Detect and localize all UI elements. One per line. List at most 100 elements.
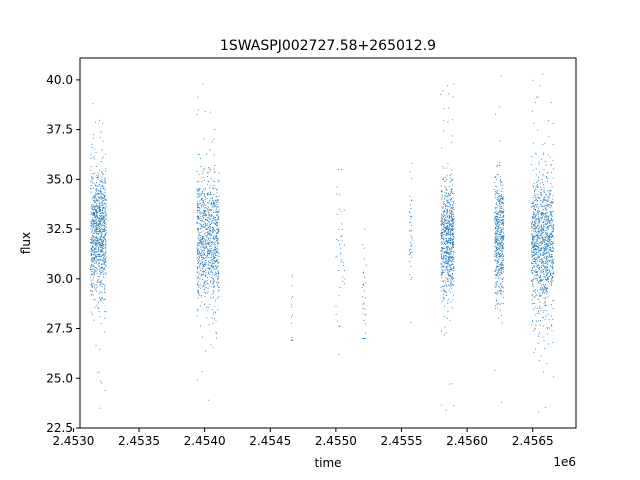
data-point xyxy=(99,273,101,275)
data-point xyxy=(546,172,548,174)
data-point xyxy=(205,235,207,237)
data-point xyxy=(101,218,103,220)
data-point xyxy=(204,233,206,235)
data-point xyxy=(547,266,548,268)
data-point xyxy=(411,177,413,179)
data-point xyxy=(441,191,443,193)
data-point xyxy=(103,218,105,220)
data-point xyxy=(92,213,94,215)
data-point xyxy=(98,210,100,211)
data-point xyxy=(544,318,546,320)
data-point xyxy=(213,138,215,140)
data-point xyxy=(450,223,452,225)
data-point xyxy=(199,325,201,327)
data-point xyxy=(448,263,450,265)
data-point xyxy=(291,336,293,338)
data-point xyxy=(451,225,453,227)
data-point xyxy=(545,291,547,293)
data-point xyxy=(538,249,539,251)
data-point xyxy=(451,218,453,220)
data-point xyxy=(543,241,545,243)
data-point xyxy=(441,242,443,244)
data-point xyxy=(497,270,499,271)
data-point xyxy=(541,212,543,214)
data-point xyxy=(364,323,366,325)
data-point xyxy=(532,235,534,236)
data-point xyxy=(535,214,537,216)
data-point xyxy=(444,305,445,307)
data-point xyxy=(498,197,499,199)
data-point xyxy=(206,292,208,294)
data-point xyxy=(495,274,497,275)
data-point xyxy=(453,222,455,223)
data-point xyxy=(199,259,201,261)
data-point xyxy=(546,204,548,206)
data-point xyxy=(547,272,549,274)
data-point xyxy=(542,212,544,213)
data-point xyxy=(496,224,498,226)
data-point xyxy=(206,243,208,245)
data-point xyxy=(451,229,453,231)
data-point xyxy=(537,252,539,253)
data-point xyxy=(542,293,544,294)
data-point xyxy=(215,249,217,250)
data-point xyxy=(98,205,100,207)
data-point xyxy=(496,307,498,309)
data-point xyxy=(536,182,538,184)
data-point xyxy=(207,238,209,240)
data-point xyxy=(551,233,553,234)
data-point xyxy=(97,279,99,281)
data-point xyxy=(212,232,214,234)
data-point xyxy=(410,242,411,243)
data-point xyxy=(498,193,500,195)
data-point xyxy=(104,254,106,256)
data-point xyxy=(540,289,542,291)
data-point xyxy=(495,236,497,237)
data-point xyxy=(105,208,107,210)
data-point xyxy=(442,255,444,257)
data-point xyxy=(544,305,546,307)
data-point xyxy=(440,94,442,96)
data-point xyxy=(200,231,202,233)
data-point xyxy=(93,200,95,202)
data-point xyxy=(203,138,205,140)
data-point xyxy=(447,300,449,302)
data-point xyxy=(201,279,203,280)
data-point xyxy=(212,347,214,349)
data-point xyxy=(216,240,217,242)
data-point xyxy=(548,252,550,254)
data-point xyxy=(95,227,97,229)
data-point xyxy=(216,225,218,227)
data-point xyxy=(443,239,445,241)
data-point xyxy=(496,185,498,187)
data-point xyxy=(206,255,208,257)
data-point xyxy=(441,258,443,260)
data-point xyxy=(443,269,445,271)
data-point xyxy=(445,332,447,334)
data-point xyxy=(91,284,93,286)
data-point xyxy=(105,214,107,216)
data-point xyxy=(217,242,219,244)
data-point xyxy=(503,267,504,268)
data-point xyxy=(541,243,543,245)
data-point xyxy=(91,287,93,289)
data-point xyxy=(99,192,101,194)
data-point xyxy=(531,239,533,241)
data-point xyxy=(539,218,540,220)
data-point xyxy=(201,266,203,268)
data-point xyxy=(544,285,546,287)
data-point xyxy=(207,194,209,196)
data-point xyxy=(551,325,553,327)
data-point xyxy=(101,224,102,226)
data-point xyxy=(532,273,534,274)
data-point xyxy=(100,264,102,266)
data-point xyxy=(546,232,548,234)
data-point xyxy=(441,257,443,259)
data-point xyxy=(101,251,103,253)
data-point xyxy=(96,190,97,192)
data-point xyxy=(496,283,498,285)
data-point xyxy=(212,229,214,231)
data-point xyxy=(501,207,503,209)
data-point xyxy=(550,224,552,226)
data-point xyxy=(204,195,206,197)
